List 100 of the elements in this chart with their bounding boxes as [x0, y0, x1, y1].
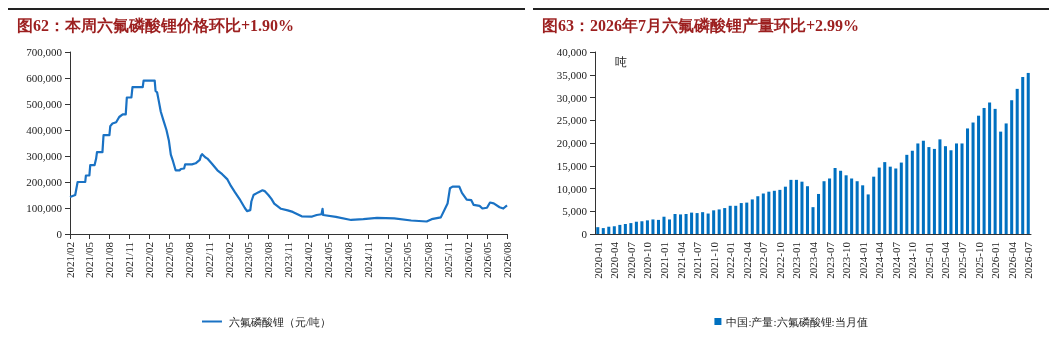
bar [1010, 100, 1014, 234]
bar [690, 212, 694, 234]
bar [629, 223, 633, 234]
x-tick-label: 2021/08 [103, 241, 116, 279]
y-tick-label: 5,000 [562, 205, 588, 218]
bar [1004, 123, 1008, 234]
y-tick-label: 200,000 [26, 176, 63, 188]
x-tick-label: 2023/08 [262, 241, 275, 279]
x-tick-label: 2024-10 [906, 241, 919, 279]
x-tick-label: 2025/08 [421, 241, 434, 279]
bar [971, 122, 975, 234]
y-tick-label: 700,000 [26, 46, 63, 58]
bar [783, 186, 787, 234]
x-tick-label: 2024-04 [873, 241, 886, 279]
bar [844, 175, 848, 234]
bar [745, 202, 749, 234]
bar [988, 102, 992, 234]
bar [734, 205, 738, 234]
bar [839, 170, 843, 234]
y-tick-label: 20,000 [556, 137, 588, 149]
x-tick-label: 2025-01 [922, 242, 935, 279]
bar [695, 213, 699, 234]
x-tick-label: 2023/02 [222, 242, 235, 279]
x-tick-label: 2023-10 [840, 241, 853, 279]
bar [618, 224, 622, 234]
bar [767, 191, 771, 234]
bar [861, 185, 865, 234]
x-tick-label: 2025-04 [939, 241, 952, 279]
bar [656, 219, 660, 234]
bar [822, 181, 826, 234]
bar [817, 193, 821, 234]
x-tick-label: 2024/05 [322, 241, 335, 279]
chart-title: 图62：本周六氟磷酸锂价格环比+1.90% [17, 16, 295, 34]
bar [596, 227, 600, 234]
bar [966, 128, 970, 234]
y-tick-label: 100,000 [26, 202, 63, 214]
bar [1021, 77, 1025, 234]
bar [954, 143, 959, 234]
line-series [68, 79, 509, 223]
x-tick-label: 2020-10 [641, 241, 654, 279]
bar [1026, 72, 1030, 234]
bar [607, 226, 611, 234]
bar [667, 219, 672, 234]
bar [872, 176, 876, 234]
bar [712, 210, 716, 234]
y-tick-label: 40,000 [556, 46, 588, 58]
x-tick-label: 2026/08 [501, 241, 513, 279]
bar [772, 190, 776, 234]
bar [728, 205, 732, 234]
x-tick-label: 2023/11 [282, 242, 295, 278]
bar [739, 203, 743, 234]
x-tick-label: 2021/11 [123, 242, 136, 278]
x-tick-label: 2022-07 [757, 241, 770, 279]
y-tick-label: 30,000 [556, 91, 588, 104]
x-tick-label: 2020-01 [591, 242, 604, 279]
y-tick-label: 15,000 [556, 159, 588, 172]
y-tick-label: 300,000 [26, 150, 63, 162]
bar [888, 166, 892, 234]
x-tick-label: 2025/05 [401, 241, 414, 279]
x-tick-label: 2022/02 [143, 242, 156, 279]
x-tick-label: 2022/08 [182, 241, 195, 279]
x-tick-label: 2021/02 [64, 242, 76, 279]
bar [723, 208, 727, 234]
x-tick-label: 2021-07 [691, 241, 704, 279]
bar [828, 178, 832, 234]
legend-label: 中国:产量:六氟磷酸锂:当月值 [726, 315, 868, 328]
annotation: 吨 [615, 55, 627, 69]
y-tick-label: 0 [56, 228, 63, 240]
x-tick-label: 2024/11 [362, 242, 375, 278]
x-tick-label: 2024-07 [889, 241, 902, 279]
x-tick-label: 2021-04 [674, 241, 687, 279]
bar [634, 221, 638, 234]
bar [673, 213, 677, 234]
x-tick-label: 2025-10 [972, 241, 985, 279]
bar [623, 223, 627, 234]
bar [805, 186, 809, 234]
bar [932, 148, 936, 234]
x-tick-label: 2023-04 [807, 241, 819, 279]
bar [921, 140, 925, 234]
bar [938, 139, 942, 234]
x-tick-label: 2025/11 [441, 242, 454, 278]
bar [960, 143, 964, 234]
x-tick-label: 2023/05 [242, 241, 255, 279]
bar [612, 226, 616, 234]
x-tick-label: 2021-10 [707, 241, 720, 279]
bar [833, 168, 837, 234]
bar [850, 178, 854, 234]
bar [794, 179, 798, 234]
bar [993, 108, 997, 234]
bar [701, 212, 705, 234]
x-tick-label: 2022-10 [773, 241, 786, 279]
bar [684, 213, 688, 234]
bar [977, 115, 981, 234]
x-tick-label: 2020-07 [624, 241, 637, 279]
bar [645, 220, 649, 234]
bar [706, 213, 710, 234]
x-tick-label: 2021/05 [83, 241, 96, 279]
x-tick-label: 2024/08 [342, 241, 355, 279]
bar [899, 162, 903, 234]
y-tick-label: 10,000 [556, 182, 588, 195]
